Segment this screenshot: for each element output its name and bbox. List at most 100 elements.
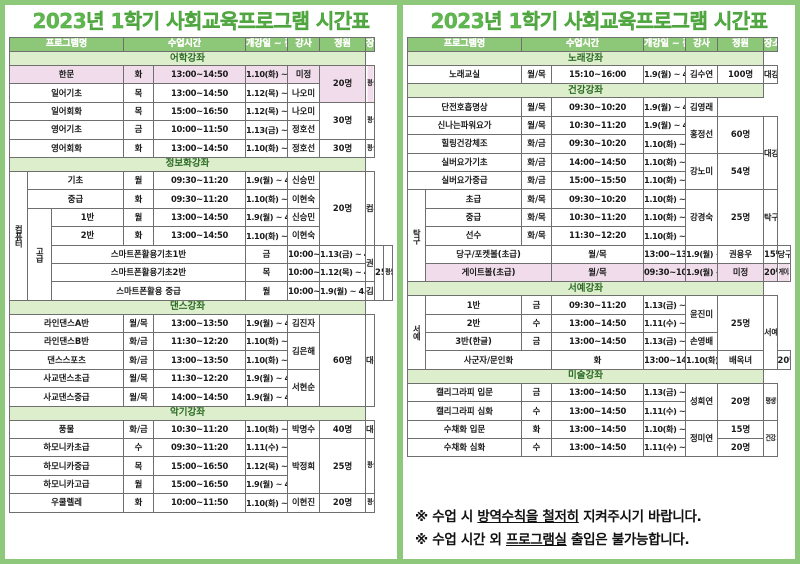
right-panel: 2023년 1학기 사회교육프로그램 시간표 프로그램명 수업시간 개강일 ~ … bbox=[400, 0, 800, 564]
teacher-cell: 나오미 bbox=[287, 83, 321, 103]
teacher-cell: 강경숙 bbox=[685, 189, 719, 246]
period-cell: 1.10(화) ~ 4.11(화) bbox=[643, 189, 687, 209]
time-cell: 13:00~13:50 bbox=[643, 244, 687, 264]
left-schedule-table: 프로그램명 수업시간 개강일 ~ 종강일 강사 정원 장소 어학강좌한문화13:… bbox=[8, 37, 393, 513]
time-cell: 13:00~14:50 bbox=[643, 350, 687, 370]
section-header-row: 댄스강좌 bbox=[8, 299, 393, 315]
capacity-cell: 54명 bbox=[717, 152, 765, 191]
time-cell: 15:00~16:50 bbox=[153, 474, 247, 495]
time-cell: 15:00~15:50 bbox=[551, 170, 645, 191]
notice-list: ※ 수업 시 방역수칙을 철저히 지켜주시기 바랍니다. ※ 수업 시간 외 프로… bbox=[407, 496, 791, 555]
place-cell: 당구장 bbox=[776, 244, 792, 264]
day-cell: 수 bbox=[521, 313, 553, 334]
section-header-row: 악기강좌 bbox=[8, 405, 393, 421]
time-cell: 13:00~14:50 bbox=[551, 401, 645, 421]
day-cell: 월 bbox=[123, 207, 155, 228]
section-header-row: 노래강좌 bbox=[406, 51, 791, 66]
time-cell: 09:30~11:20 bbox=[153, 170, 247, 191]
table-row: 선수화/목11:30~12:201.10(화) ~ 4.11(화) bbox=[408, 226, 791, 246]
period-cell: 1.9(월) ~ 4.10(월) bbox=[685, 262, 719, 283]
day-cell: 월 bbox=[123, 474, 155, 495]
period-cell: 1.10(화) ~ 4.11(화) bbox=[245, 189, 289, 209]
notice-mark-icon: ※ bbox=[415, 508, 433, 525]
left-title: 2023년 1학기 사회교육프로그램 시간표 bbox=[32, 9, 370, 33]
col-period: 개강일 ~ 종강일 bbox=[245, 37, 289, 52]
day-cell: 수 bbox=[521, 438, 553, 458]
place-cell: 평생학습실1 bbox=[365, 438, 375, 495]
time-cell: 13:00~14:50 bbox=[153, 83, 247, 103]
day-cell: 월/목 bbox=[123, 368, 155, 389]
program-sub-cell: 선수 bbox=[424, 226, 523, 246]
day-cell: 월/목 bbox=[123, 387, 155, 407]
period-cell: 1.10(화) ~ 4.11(화) bbox=[685, 350, 719, 370]
teacher-cell: 정호선 bbox=[287, 120, 321, 140]
day-cell: 월/목 bbox=[521, 97, 553, 117]
capacity-cell: 60명 bbox=[319, 313, 367, 407]
teacher-cell: 홍정선 bbox=[685, 115, 719, 154]
section-title: 어학강좌 bbox=[8, 51, 367, 66]
time-cell: 10:00~11:50 bbox=[153, 120, 247, 140]
time-cell: 15:10~16:00 bbox=[551, 64, 645, 85]
program-sub-cell: 기초 bbox=[26, 170, 125, 191]
day-cell: 월/목 bbox=[521, 115, 553, 136]
period-cell: 1.12(목) ~ 4.6(목) bbox=[245, 456, 289, 476]
place-cell: 대강당 bbox=[763, 115, 778, 191]
teacher-cell: 성희연 bbox=[685, 382, 719, 421]
teacher-cell: 김은정 bbox=[365, 281, 376, 301]
teacher-cell: 권용우 bbox=[717, 244, 765, 264]
program-name-cell: 일어기초 bbox=[8, 83, 125, 103]
capacity-cell: 25명 bbox=[319, 438, 367, 495]
capacity-cell: 30명 bbox=[319, 101, 367, 140]
time-cell: 09:30~10:20 bbox=[551, 189, 645, 209]
day-cell: 월 bbox=[245, 281, 289, 301]
program-sub-cell: 1반 bbox=[50, 207, 125, 228]
period-cell: 1.9(월) ~ 4.10(월) bbox=[245, 387, 289, 407]
time-cell: 13:00~14:50 bbox=[551, 419, 645, 440]
place-cell: 대강당 bbox=[763, 64, 778, 85]
teacher-cell: 배옥녀 bbox=[717, 350, 765, 370]
period-cell: 1.9(월) ~ 4.10(월) bbox=[245, 474, 289, 495]
time-cell: 13:00~14:50 bbox=[153, 64, 247, 85]
teacher-cell: 권혁문 bbox=[365, 244, 376, 283]
program-name-cell: 하모니카초급 bbox=[8, 438, 125, 458]
period-cell: 1.13(금) ~ 4.7(금) bbox=[643, 382, 687, 403]
day-cell: 화 bbox=[123, 189, 155, 209]
day-cell: 화 bbox=[123, 64, 155, 85]
capacity-cell: 60명 bbox=[717, 115, 765, 154]
place-cell: 평생학습실2 bbox=[365, 493, 375, 513]
program-group-cell: 탁구 bbox=[407, 189, 426, 283]
program-group-cell: 서예 bbox=[407, 295, 426, 370]
capacity-cell: 20명 bbox=[319, 493, 367, 513]
place-cell: 평생학습실2 bbox=[383, 244, 393, 301]
time-cell: 10:00~11:50 bbox=[287, 281, 321, 301]
period-cell: 1.10(화) ~ 4.11(화) bbox=[643, 226, 687, 246]
place-cell: 서예실 bbox=[763, 295, 778, 370]
program-name-cell: 캘리그라피 입문 bbox=[406, 382, 523, 403]
period-cell: 1.13(금) ~ 4.7(금) bbox=[245, 120, 289, 140]
period-cell: 1.12(목) ~ 4.6(목) bbox=[319, 262, 367, 283]
day-cell: 화 bbox=[123, 138, 155, 158]
time-cell: 10:30~11:20 bbox=[551, 115, 645, 136]
teacher-cell: 김은해 bbox=[287, 332, 321, 370]
day-cell: 금 bbox=[123, 120, 155, 140]
program-name-cell: 스마트폰활용 중급 bbox=[50, 281, 247, 301]
left-panel: 2023년 1학기 사회교육프로그램 시간표 프로그램명 수업시간 개강일 ~ … bbox=[0, 0, 400, 564]
section-title: 서예강좌 bbox=[406, 281, 765, 297]
program-sub-cell: 3반(한글) bbox=[424, 332, 523, 352]
program-name-cell: 영어기초 bbox=[8, 120, 125, 140]
place-cell: 대강당 bbox=[365, 313, 376, 407]
period-cell: 1.9(월) ~ 4.10(월) bbox=[685, 244, 719, 264]
teacher-cell: 정호선 bbox=[287, 138, 321, 158]
col-program: 프로그램명 bbox=[8, 37, 125, 52]
program-sub-cell: 1반 bbox=[424, 295, 523, 315]
period-cell: 1.10(화) ~ 4.11(화) bbox=[643, 419, 687, 440]
time-cell: 10:00~11:50 bbox=[153, 493, 247, 513]
program-subgroup-cell: 고급 bbox=[27, 207, 52, 301]
